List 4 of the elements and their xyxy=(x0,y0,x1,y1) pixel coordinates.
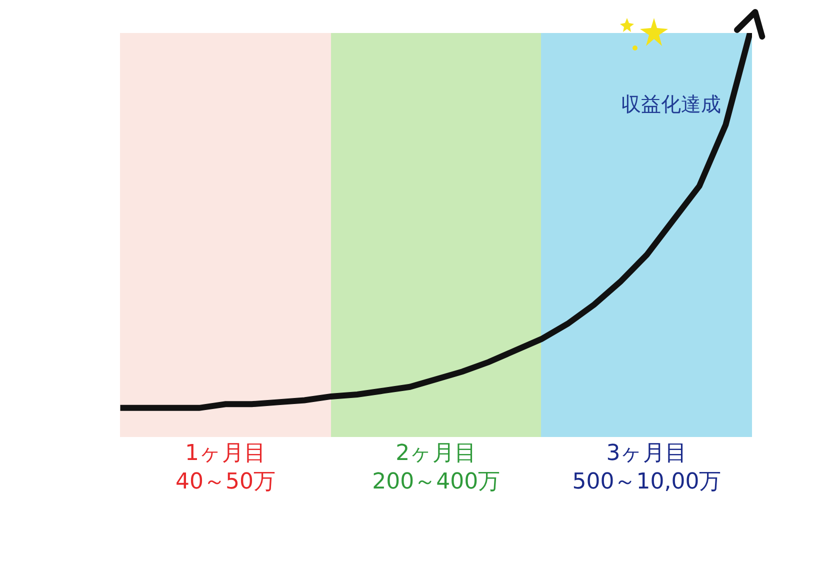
x-tick-label: 2ヶ月目 200～400万 xyxy=(372,441,500,495)
annotation: 収益化達成 xyxy=(621,92,721,116)
x-tick-label: 1ヶ月目 40～50万 xyxy=(176,441,276,495)
x-tick-label: 3ヶ月目 500～10,00万 xyxy=(572,441,722,495)
